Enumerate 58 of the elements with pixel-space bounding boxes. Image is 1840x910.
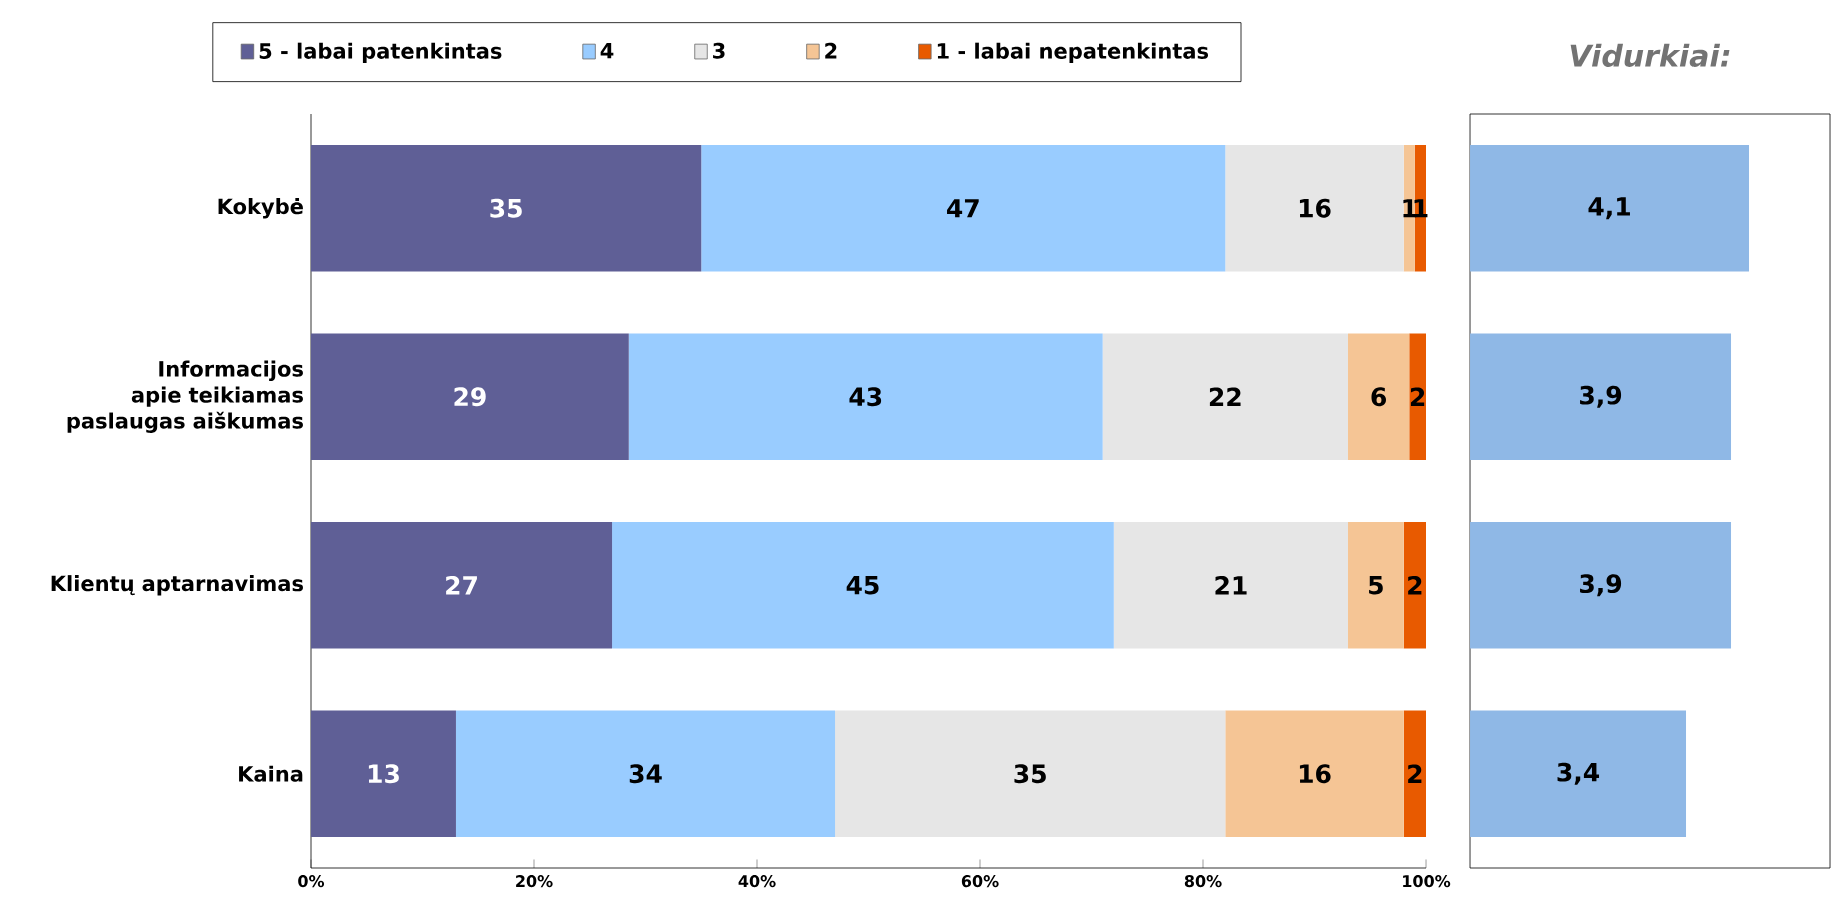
data-label: 16	[1299, 198, 1331, 218]
bar	[311, 710, 456, 837]
bar	[612, 522, 1114, 649]
bar	[628, 333, 1103, 460]
y-tick-label: Kaina	[239, 765, 303, 782]
bar	[1225, 710, 1404, 837]
bar	[311, 145, 702, 272]
y-tick-label: Klientų aptarnavimas	[51, 575, 303, 596]
legend-label: 3	[713, 42, 725, 59]
bar	[701, 145, 1226, 272]
data-label: 35	[490, 198, 522, 218]
data-label: 35	[1014, 764, 1046, 784]
bar	[455, 710, 836, 837]
data-label: 16	[1299, 764, 1331, 784]
data-label: 3,4	[1557, 762, 1600, 785]
data-label: 34	[629, 764, 662, 784]
data-label: 5	[1369, 575, 1383, 595]
bar	[835, 710, 1226, 837]
data-label: 22	[1209, 387, 1241, 407]
bar	[311, 333, 629, 460]
y-tick-label: Kokybė	[218, 198, 303, 219]
data-label: 6	[1371, 387, 1386, 407]
data-label: 27	[446, 575, 477, 595]
x-tick-label: 40%	[738, 875, 776, 888]
x-tick-label: 100%	[1403, 875, 1451, 888]
chart-title: Vidurkiai:	[1570, 43, 1730, 67]
bar	[1409, 333, 1427, 460]
data-label: 3,9	[1580, 574, 1622, 597]
legend-label: 5 - labai patenkintas	[259, 42, 502, 63]
bar	[1102, 333, 1348, 460]
data-label: 47	[947, 199, 979, 218]
data-label: 2	[1408, 764, 1422, 784]
legend-label: 4	[600, 42, 614, 59]
bar	[1403, 145, 1415, 272]
data-label: 43	[849, 387, 882, 407]
data-label: 2	[1408, 575, 1422, 595]
x-tick-label: 60%	[961, 875, 999, 888]
data-label: 29	[454, 387, 486, 407]
x-tick-label: 20%	[516, 875, 553, 888]
legend-label: 2	[825, 42, 837, 59]
bar	[1347, 333, 1410, 460]
data-label: 4,1	[1588, 197, 1630, 220]
bar	[1347, 522, 1404, 649]
data-label: 21	[1215, 575, 1247, 595]
legend-label: 1 - labai nepatenkintas	[937, 42, 1209, 63]
data-label: 45	[846, 575, 879, 595]
x-tick-label: 0%	[298, 875, 325, 888]
data-label: 2	[1410, 387, 1425, 407]
bar	[1403, 710, 1427, 837]
bar	[311, 522, 613, 649]
x-tick-label: 80%	[1184, 875, 1222, 888]
bar	[1225, 145, 1404, 272]
y-tick-label: Informacijos apie teikiamas paslaugas aiškumas	[67, 360, 303, 433]
bar	[1414, 145, 1427, 272]
data-label: 3,9	[1580, 385, 1622, 408]
data-label: 13	[368, 764, 399, 784]
bar	[1113, 522, 1348, 649]
bar	[1403, 522, 1427, 649]
